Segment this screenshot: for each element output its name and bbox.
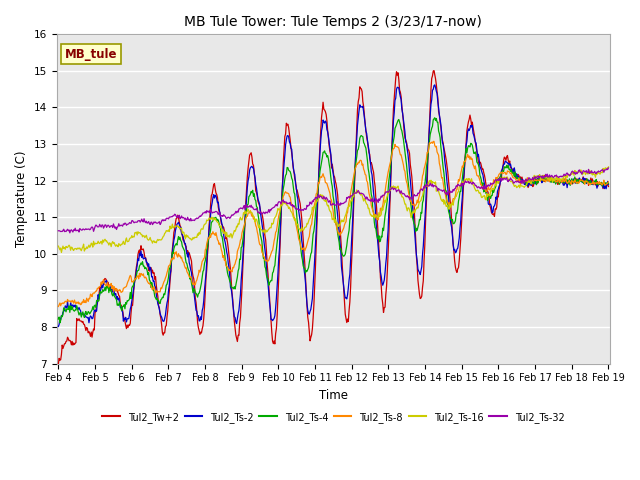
Line: Tul2_Ts-2: Tul2_Ts-2 — [58, 85, 609, 326]
Tul2_Ts-16 — [401, 201, 409, 207]
Tul2_Ts-32 — [605, 165, 612, 171]
Tul2_Ts-32 — [54, 228, 62, 234]
Tul2_Ts-32 — [122, 220, 129, 226]
Tul2_Tw+2 — [65, 336, 72, 342]
Tul2_Ts-2 — [206, 220, 214, 226]
Tul2_Tw+2 — [206, 215, 214, 221]
Text: MB_tule: MB_tule — [65, 48, 117, 60]
Tul2_Ts-4 — [207, 227, 214, 233]
Tul2_Ts-16 — [65, 242, 73, 248]
Line: Tul2_Ts-16: Tul2_Ts-16 — [58, 167, 609, 252]
Tul2_Tw+2 — [417, 296, 424, 301]
Y-axis label: Temperature (C): Temperature (C) — [15, 151, 28, 247]
Tul2_Ts-2 — [605, 181, 612, 187]
Tul2_Ts-2 — [401, 123, 408, 129]
Tul2_Ts-16 — [58, 250, 65, 255]
Tul2_Ts-16 — [605, 164, 612, 170]
Line: Tul2_Tw+2: Tul2_Tw+2 — [58, 71, 609, 364]
Tul2_Ts-32 — [207, 206, 214, 212]
Tul2_Ts-8 — [121, 285, 129, 290]
Tul2_Ts-16 — [417, 198, 425, 204]
Tul2_Tw+2 — [401, 129, 408, 134]
X-axis label: Time: Time — [319, 389, 348, 402]
Tul2_Tw+2 — [177, 224, 184, 230]
Tul2_Ts-2 — [65, 304, 72, 310]
Tul2_Ts-16 — [178, 226, 186, 231]
Tul2_Ts-16 — [207, 216, 214, 222]
Tul2_Ts-16 — [122, 237, 129, 243]
Tul2_Ts-32 — [65, 228, 72, 234]
Tul2_Ts-8 — [430, 139, 438, 144]
Tul2_Ts-4 — [401, 150, 409, 156]
Tul2_Ts-2 — [417, 272, 424, 277]
Title: MB Tule Tower: Tule Temps 2 (3/23/17-now): MB Tule Tower: Tule Temps 2 (3/23/17-now… — [184, 15, 483, 29]
Tul2_Ts-2 — [431, 82, 438, 88]
Tul2_Tw+2 — [54, 361, 62, 367]
Tul2_Ts-8 — [401, 167, 408, 173]
Tul2_Tw+2 — [605, 184, 612, 190]
Tul2_Ts-4 — [56, 320, 64, 326]
Tul2_Ts-8 — [65, 298, 72, 304]
Line: Tul2_Ts-8: Tul2_Ts-8 — [58, 142, 609, 307]
Tul2_Ts-16 — [54, 243, 62, 249]
Tul2_Ts-32 — [66, 230, 74, 236]
Tul2_Ts-4 — [431, 115, 438, 120]
Line: Tul2_Ts-32: Tul2_Ts-32 — [58, 168, 609, 233]
Tul2_Ts-4 — [65, 303, 73, 309]
Tul2_Ts-4 — [605, 181, 612, 187]
Tul2_Ts-8 — [206, 233, 214, 239]
Tul2_Ts-4 — [122, 300, 129, 305]
Tul2_Ts-32 — [417, 186, 425, 192]
Tul2_Ts-2 — [54, 324, 62, 329]
Tul2_Ts-8 — [54, 304, 62, 310]
Tul2_Tw+2 — [430, 68, 438, 73]
Tul2_Ts-4 — [54, 316, 62, 322]
Tul2_Ts-2 — [121, 317, 129, 323]
Tul2_Ts-4 — [417, 209, 425, 215]
Tul2_Ts-2 — [177, 224, 184, 230]
Tul2_Tw+2 — [121, 318, 129, 324]
Tul2_Ts-8 — [605, 179, 612, 185]
Tul2_Ts-4 — [178, 239, 186, 244]
Tul2_Ts-32 — [178, 213, 186, 219]
Tul2_Ts-8 — [177, 255, 184, 261]
Line: Tul2_Ts-4: Tul2_Ts-4 — [58, 118, 609, 323]
Tul2_Ts-8 — [417, 187, 424, 193]
Legend: Tul2_Tw+2, Tul2_Ts-2, Tul2_Ts-4, Tul2_Ts-8, Tul2_Ts-16, Tul2_Ts-32: Tul2_Tw+2, Tul2_Ts-2, Tul2_Ts-4, Tul2_Ts… — [99, 408, 568, 427]
Tul2_Ts-32 — [401, 192, 409, 198]
